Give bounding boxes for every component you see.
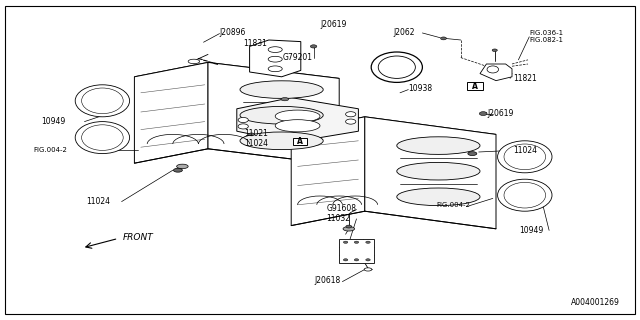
Ellipse shape xyxy=(268,47,282,52)
Ellipse shape xyxy=(355,241,359,244)
Text: FIG.004-2: FIG.004-2 xyxy=(33,148,67,153)
Text: G79201: G79201 xyxy=(283,53,313,62)
Bar xyxy=(467,82,483,90)
Text: 10949: 10949 xyxy=(520,226,544,235)
Ellipse shape xyxy=(397,188,480,206)
Text: 11024: 11024 xyxy=(86,197,111,206)
Text: 10938: 10938 xyxy=(408,84,433,93)
Ellipse shape xyxy=(346,225,352,228)
Text: FIG.082-1: FIG.082-1 xyxy=(529,37,563,43)
Circle shape xyxy=(346,119,356,124)
Ellipse shape xyxy=(498,179,552,211)
Polygon shape xyxy=(208,62,339,165)
Polygon shape xyxy=(480,64,512,81)
Polygon shape xyxy=(134,62,339,93)
Ellipse shape xyxy=(275,110,320,122)
Ellipse shape xyxy=(355,259,359,261)
Text: A004001269: A004001269 xyxy=(571,298,620,307)
Circle shape xyxy=(346,112,356,117)
Ellipse shape xyxy=(344,259,348,261)
Text: 11821: 11821 xyxy=(513,74,537,83)
Ellipse shape xyxy=(504,144,545,170)
Ellipse shape xyxy=(487,66,499,73)
Text: 10949: 10949 xyxy=(42,117,66,126)
Ellipse shape xyxy=(82,125,123,150)
Text: J20618: J20618 xyxy=(315,276,341,285)
Text: G91608: G91608 xyxy=(326,204,356,213)
Text: FIG.036-1: FIG.036-1 xyxy=(529,30,563,36)
Text: 11024: 11024 xyxy=(513,146,538,155)
Ellipse shape xyxy=(240,81,323,99)
Text: FRONT: FRONT xyxy=(123,233,154,242)
Ellipse shape xyxy=(371,52,422,83)
Ellipse shape xyxy=(343,227,355,231)
Ellipse shape xyxy=(504,182,545,208)
Ellipse shape xyxy=(248,133,255,136)
Ellipse shape xyxy=(479,112,487,116)
Ellipse shape xyxy=(364,268,372,271)
Ellipse shape xyxy=(268,66,282,72)
Ellipse shape xyxy=(310,45,317,48)
Polygon shape xyxy=(250,40,301,77)
Ellipse shape xyxy=(76,85,130,117)
Ellipse shape xyxy=(366,241,371,244)
Ellipse shape xyxy=(173,168,182,172)
Ellipse shape xyxy=(366,259,371,261)
Ellipse shape xyxy=(82,88,123,114)
Polygon shape xyxy=(237,98,358,142)
Ellipse shape xyxy=(397,137,480,155)
Bar xyxy=(293,138,307,145)
Ellipse shape xyxy=(440,37,447,40)
Text: J20896: J20896 xyxy=(220,28,246,37)
Polygon shape xyxy=(339,239,374,263)
Text: A: A xyxy=(472,82,478,91)
Ellipse shape xyxy=(268,56,282,62)
Text: J2062: J2062 xyxy=(393,28,415,37)
Ellipse shape xyxy=(240,132,323,150)
Circle shape xyxy=(238,117,248,123)
Ellipse shape xyxy=(397,163,480,180)
Circle shape xyxy=(238,124,248,129)
Ellipse shape xyxy=(275,120,320,132)
Polygon shape xyxy=(134,62,208,163)
Text: FIG.004-2: FIG.004-2 xyxy=(436,203,470,208)
Ellipse shape xyxy=(498,141,552,173)
Ellipse shape xyxy=(177,164,188,169)
Polygon shape xyxy=(291,117,496,149)
Ellipse shape xyxy=(378,56,415,78)
Text: 11032: 11032 xyxy=(326,214,351,223)
Ellipse shape xyxy=(240,106,323,124)
Ellipse shape xyxy=(468,152,477,156)
Polygon shape xyxy=(291,117,365,226)
Polygon shape xyxy=(365,117,496,229)
Ellipse shape xyxy=(492,49,497,52)
Text: 11024: 11024 xyxy=(244,139,269,148)
Text: 11831: 11831 xyxy=(243,39,267,48)
Text: J20619: J20619 xyxy=(320,20,346,29)
Ellipse shape xyxy=(281,98,289,101)
Ellipse shape xyxy=(76,122,130,154)
Text: 11021: 11021 xyxy=(244,129,268,138)
Text: J20619: J20619 xyxy=(488,109,514,118)
Text: A: A xyxy=(297,137,303,146)
Ellipse shape xyxy=(344,241,348,244)
Ellipse shape xyxy=(188,59,200,64)
